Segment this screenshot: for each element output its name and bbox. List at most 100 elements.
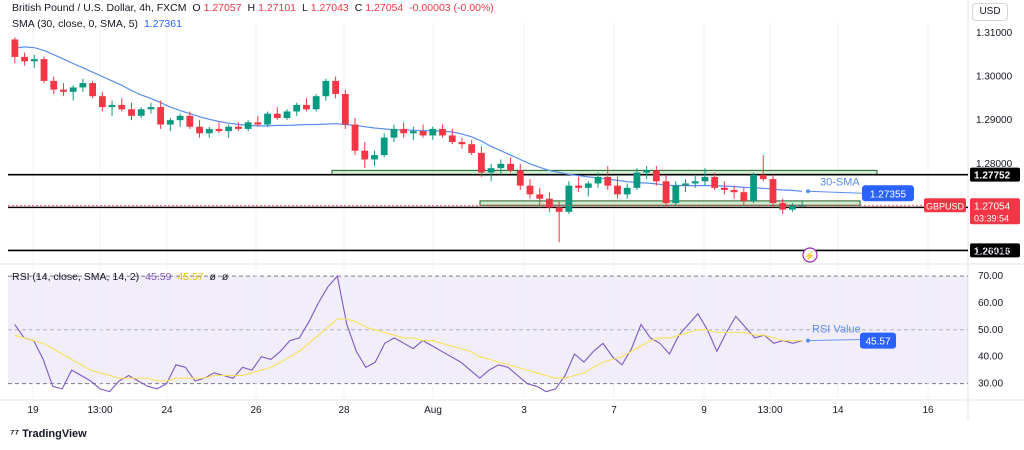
high-label: H — [247, 2, 256, 14]
candle-body — [157, 107, 165, 125]
sma-header[interactable]: SMA (30, close, 0, SMA, 5) 1.27361 — [12, 18, 185, 30]
candle-body — [40, 59, 48, 81]
candle-body — [166, 120, 174, 125]
candle-body — [332, 80, 340, 94]
candle-body — [730, 190, 738, 193]
candle-body — [769, 179, 777, 204]
tradingview-icon: ⁷⁷ — [10, 428, 20, 440]
symbol-title: British Pound / U.S. Dollar, 4h, FXCM — [12, 2, 187, 14]
level-badge — [970, 167, 1020, 182]
candle-body — [507, 163, 514, 171]
open-value: 1.27057 — [203, 2, 242, 14]
candle-body — [633, 172, 641, 188]
candle-body — [672, 185, 680, 204]
currency-button[interactable]: USD — [972, 3, 1008, 21]
candle-body — [371, 155, 378, 160]
candle-body — [439, 128, 446, 136]
candle-body — [526, 185, 534, 195]
candle-body — [546, 198, 553, 208]
chart-grid — [0, 0, 1024, 420]
sma-pointer-dot — [806, 189, 810, 194]
time-axis[interactable]: 19 13:00 24 26 28 Aug 3 7 9 13:00 14 16 — [27, 405, 934, 416]
candle-body — [419, 131, 427, 136]
event-marker-icon — [802, 247, 818, 263]
time-tick-label: Aug — [424, 405, 442, 416]
rsi-label: RSI (14, close, SMA, 14, 2) — [12, 271, 140, 283]
candle-body — [614, 185, 621, 195]
symbol-badge-label: GBPUSD — [926, 201, 965, 211]
time-tick-label: 9 — [701, 405, 707, 416]
rsi-pointer-dot — [806, 338, 810, 343]
rsi-label-pointer — [807, 339, 861, 342]
rsi-extra-1: ø — [209, 271, 216, 283]
candle-body — [779, 203, 787, 210]
price-tick-label: 1.30000 — [976, 72, 1013, 83]
candle-body — [293, 104, 301, 112]
tradingview-logo[interactable]: ⁷⁷ TradingView — [10, 428, 87, 440]
time-tick-label: 14 — [832, 405, 844, 416]
candle-body — [98, 96, 106, 108]
candle-body — [21, 56, 28, 62]
candle-body — [720, 187, 728, 190]
candle-body — [594, 176, 602, 184]
support-resistance-zones — [331, 169, 878, 206]
candle-body — [429, 128, 437, 136]
candle-body — [750, 174, 757, 201]
candle-body — [711, 176, 719, 188]
price-zone — [479, 200, 861, 206]
sma-annotation-badge — [862, 185, 914, 202]
symbol-badge — [924, 198, 966, 213]
rsi-value: 45.59 — [145, 271, 172, 283]
candle-body — [89, 83, 97, 97]
candle-body — [477, 152, 485, 173]
candle-body — [565, 185, 573, 212]
candle-body — [283, 111, 291, 118]
candle-body — [108, 104, 116, 108]
time-tick-label: 26 — [250, 405, 262, 416]
candle-body — [79, 83, 87, 88]
price-tick-label: 1.26000 — [976, 246, 1013, 257]
price-badge-value: 1.27054 — [974, 201, 1011, 212]
candle-body — [623, 187, 631, 195]
candle-body — [789, 205, 796, 210]
candle-body — [798, 205, 806, 207]
rsi-annotation-label: RSI Value — [812, 324, 861, 336]
rsi-tick-label: 40.00 — [978, 352, 1003, 363]
level-label: 1.27752 — [974, 171, 1011, 182]
rsi-tick-label: 70.00 — [978, 271, 1003, 282]
candle-body — [50, 80, 58, 90]
candle-body — [273, 113, 281, 118]
rsi-ma-series-line — [14, 318, 803, 382]
lightning-icon: ⚡ — [804, 250, 815, 262]
rsi-annotation-badge — [860, 332, 896, 349]
candle-body — [137, 109, 145, 116]
sma-label: SMA (30, close, 0, SMA, 5) — [12, 18, 139, 30]
candle-body — [361, 150, 369, 160]
candle-body — [60, 89, 67, 92]
candle-body — [516, 170, 524, 186]
candle-body — [303, 104, 310, 110]
level-badge — [970, 243, 1020, 258]
rsi-annotation-value: 45.57 — [865, 337, 890, 348]
candle-body — [128, 109, 135, 116]
candle-body — [662, 181, 670, 204]
candle-body — [225, 126, 233, 132]
rsi-extra-2: ø — [221, 271, 229, 283]
time-tick-label: 24 — [161, 405, 173, 416]
candle-body — [312, 96, 320, 110]
sma-line — [14, 46, 803, 192]
time-tick-label: 19 — [27, 405, 39, 416]
candle-body — [322, 80, 330, 97]
candle-body — [196, 126, 203, 134]
candle-body — [740, 192, 748, 201]
candle-countdown: 03:39:54 — [974, 213, 1009, 223]
candle-body — [186, 115, 194, 127]
candle-body — [69, 87, 77, 92]
rsi-header[interactable]: RSI (14, close, SMA, 14, 2) 45.59 45.57 … — [12, 271, 231, 283]
rsi-series-line — [14, 274, 803, 393]
candle-body — [468, 144, 476, 153]
rsi-ma-value: 45.57 — [177, 271, 204, 283]
sma-label-pointer — [807, 190, 863, 194]
